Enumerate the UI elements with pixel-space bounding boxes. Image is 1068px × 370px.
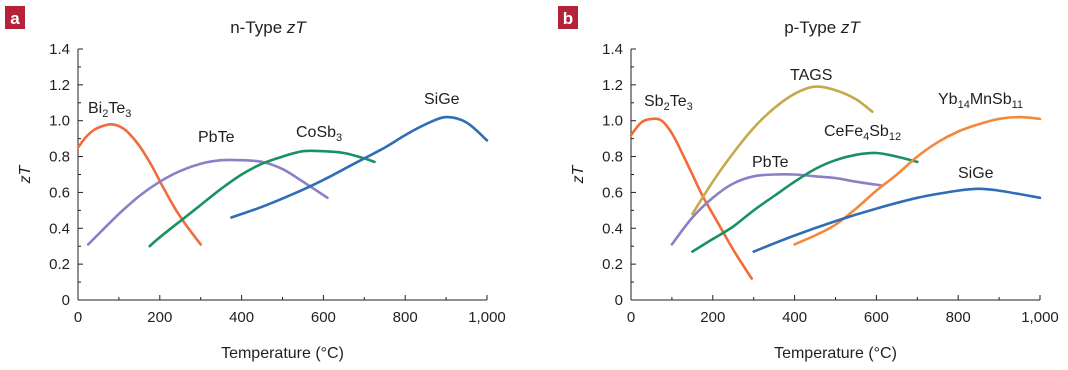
series-label: Bi2Te3	[88, 100, 131, 120]
chart-panel-a: a n-Type zT 0 0.2 0.4 0.6 0.8 1.0 1.2 1.4 0 200 400 6…	[5, 6, 506, 362]
y-tick-label: 1.0	[49, 113, 70, 130]
series-line-cefe4	[691, 151, 919, 253]
chart-title: n-Type zT	[230, 18, 307, 37]
chart-title-italic: zT	[840, 18, 862, 37]
chart-title-italic: zT	[286, 18, 308, 37]
x-tick-label: 400	[782, 309, 807, 326]
series-label: Sb2Te3	[644, 93, 693, 113]
y-axis-label: zT	[17, 164, 34, 184]
x-tick-label: 0	[627, 309, 635, 326]
x-axis-label: Temperature (°C)	[774, 345, 897, 362]
x-tick-label: 400	[229, 309, 254, 326]
y-tick-label: 1.2	[49, 77, 70, 94]
chart-panel-b: b p-Type zT 0 0.2 0.4 0.6 0.8 1.0 1.2 1.4 0 200 400 6…	[558, 6, 1059, 362]
chart-title-text: n-Type	[230, 18, 287, 37]
x-tick-label: 200	[700, 309, 725, 326]
series-line-pbte	[86, 158, 329, 246]
y-tick-label: 0.4	[602, 220, 623, 237]
panel-label: a	[10, 9, 20, 28]
y-axis-label: zT	[570, 164, 587, 184]
chart-title: p-Type zT	[784, 18, 861, 37]
y-tick-label: 1.2	[602, 77, 623, 94]
series-line-sige	[230, 115, 489, 219]
series-label: SiGe	[958, 165, 994, 182]
series-line-sb2	[629, 117, 753, 280]
series-label: CeFe4Sb12	[824, 123, 901, 143]
y-tick-label: 0.8	[602, 149, 623, 166]
series-label: SiGe	[424, 91, 460, 108]
series-label: PbTe	[752, 154, 789, 171]
y-tick-label: 0.4	[49, 220, 70, 237]
y-tick-label: 1.0	[602, 113, 623, 130]
panel-badge	[558, 6, 578, 29]
x-tick-label: 1,000	[1021, 309, 1059, 326]
x-tick-label: 200	[147, 309, 172, 326]
series-line-pbte	[670, 172, 882, 246]
y-tick-label: 0.6	[49, 184, 70, 201]
x-axis-label: Temperature (°C)	[221, 345, 344, 362]
series-label: Yb14MnSb11	[938, 91, 1023, 111]
x-tick-label: 1,000	[468, 309, 506, 326]
x-tick-label: 800	[946, 309, 971, 326]
series-label: CoSb3	[296, 124, 342, 144]
y-tick-label: 1.4	[602, 41, 623, 58]
series-line-yb14	[793, 115, 1042, 246]
x-tick-label: 0	[74, 309, 82, 326]
x-tick-label: 600	[864, 309, 889, 326]
y-tick-label: 1.4	[49, 41, 70, 58]
series-label: PbTe	[198, 129, 235, 146]
x-tick-label: 600	[311, 309, 336, 326]
chart-title-text: p-Type	[784, 18, 841, 37]
x-tick-label: 800	[393, 309, 418, 326]
series-line-sige	[752, 187, 1042, 253]
series-line-bi2	[76, 122, 202, 246]
panel-badge	[5, 6, 25, 29]
y-tick-label: 0.8	[49, 149, 70, 166]
series-label: TAGS	[790, 67, 832, 84]
series-line-cosb3	[148, 149, 376, 248]
y-tick-label: 0	[615, 292, 623, 309]
panel-label: b	[563, 9, 573, 28]
y-tick-label: 0.6	[602, 184, 623, 201]
y-tick-label: 0.2	[49, 256, 70, 273]
y-tick-label: 0.2	[602, 256, 623, 273]
series-line-tags	[691, 85, 874, 216]
y-tick-label: 0	[62, 292, 70, 309]
